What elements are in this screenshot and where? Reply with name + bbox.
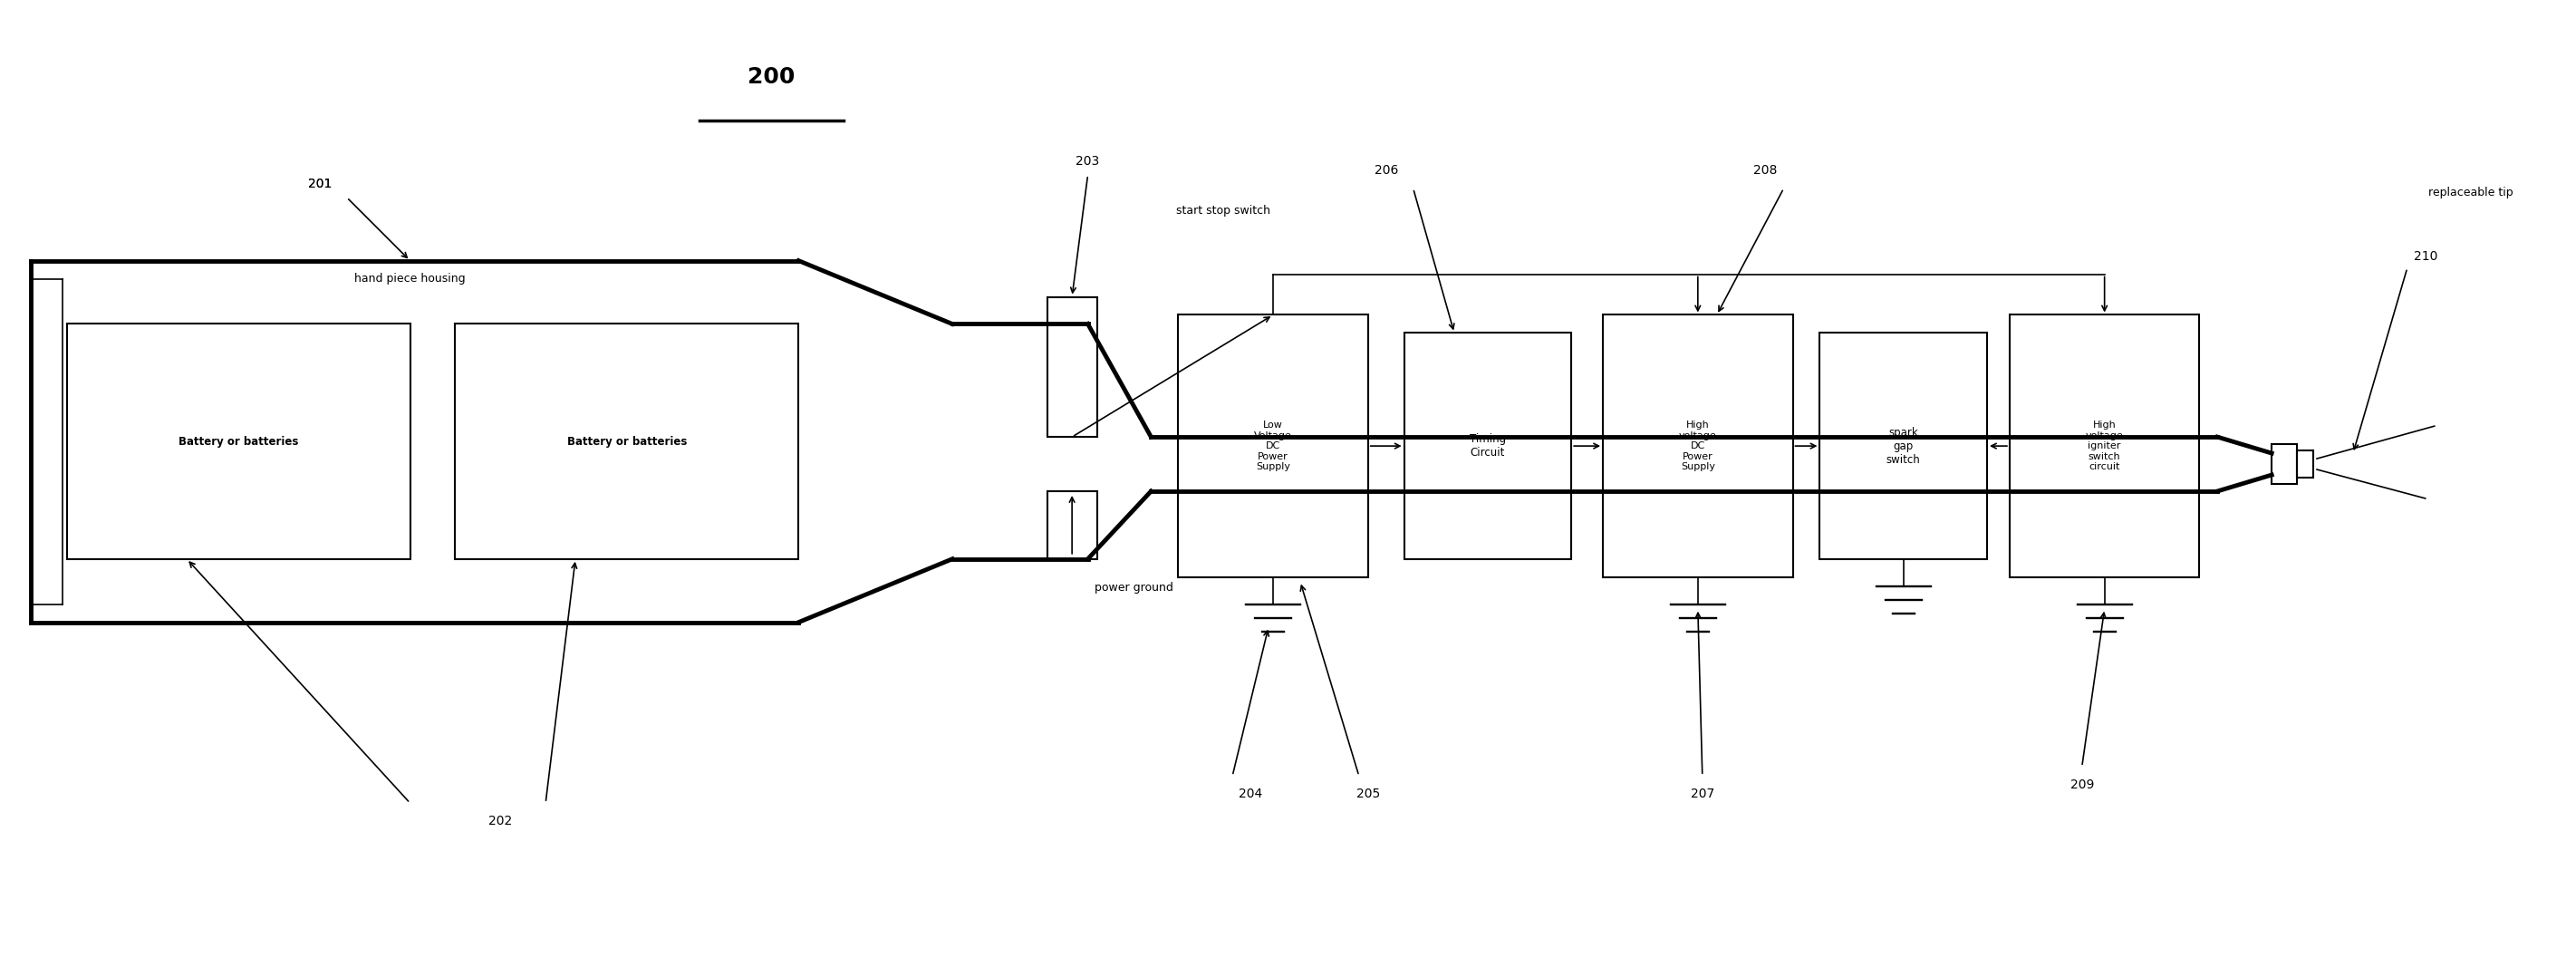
- Bar: [1404, 333, 1571, 559]
- Text: 209: 209: [2071, 778, 2094, 791]
- Text: Low
Voltage
DC
Power
Supply: Low Voltage DC Power Supply: [1255, 421, 1293, 472]
- Text: High
voltage
igniter
switch
circuit: High voltage igniter switch circuit: [2087, 421, 2123, 472]
- Text: 201: 201: [307, 178, 332, 190]
- Text: power ground: power ground: [1095, 582, 1175, 594]
- Text: 208: 208: [1754, 164, 1777, 177]
- Text: 200: 200: [747, 67, 796, 88]
- Bar: [456, 324, 799, 559]
- Bar: [2272, 444, 2298, 484]
- Text: Battery or batteries: Battery or batteries: [178, 435, 299, 448]
- Bar: [1048, 491, 1097, 559]
- Bar: [1819, 333, 1986, 559]
- Text: 210: 210: [2414, 249, 2437, 262]
- Text: spark
gap
switch: spark gap switch: [1886, 426, 1922, 465]
- Bar: [2009, 315, 2200, 577]
- Text: Battery or batteries: Battery or batteries: [567, 435, 688, 448]
- Text: 201: 201: [307, 178, 332, 190]
- Bar: [1177, 315, 1368, 577]
- Text: 203: 203: [1077, 155, 1100, 167]
- Text: start stop switch: start stop switch: [1177, 205, 1270, 217]
- Text: hand piece housing: hand piece housing: [355, 273, 466, 284]
- Text: 206: 206: [1373, 164, 1399, 177]
- Text: 207: 207: [1690, 788, 1713, 801]
- Text: 202: 202: [489, 815, 513, 828]
- Text: 205: 205: [1355, 788, 1381, 801]
- Text: High
voltage
DC
Power
Supply: High voltage DC Power Supply: [1680, 421, 1716, 472]
- Text: replaceable tip: replaceable tip: [2429, 187, 2514, 199]
- Bar: [1602, 315, 1793, 577]
- Text: Timing
Circuit: Timing Circuit: [1468, 433, 1507, 458]
- Bar: [1048, 297, 1097, 437]
- Bar: [2298, 451, 2313, 478]
- Text: 204: 204: [1239, 788, 1262, 801]
- Bar: [67, 324, 410, 559]
